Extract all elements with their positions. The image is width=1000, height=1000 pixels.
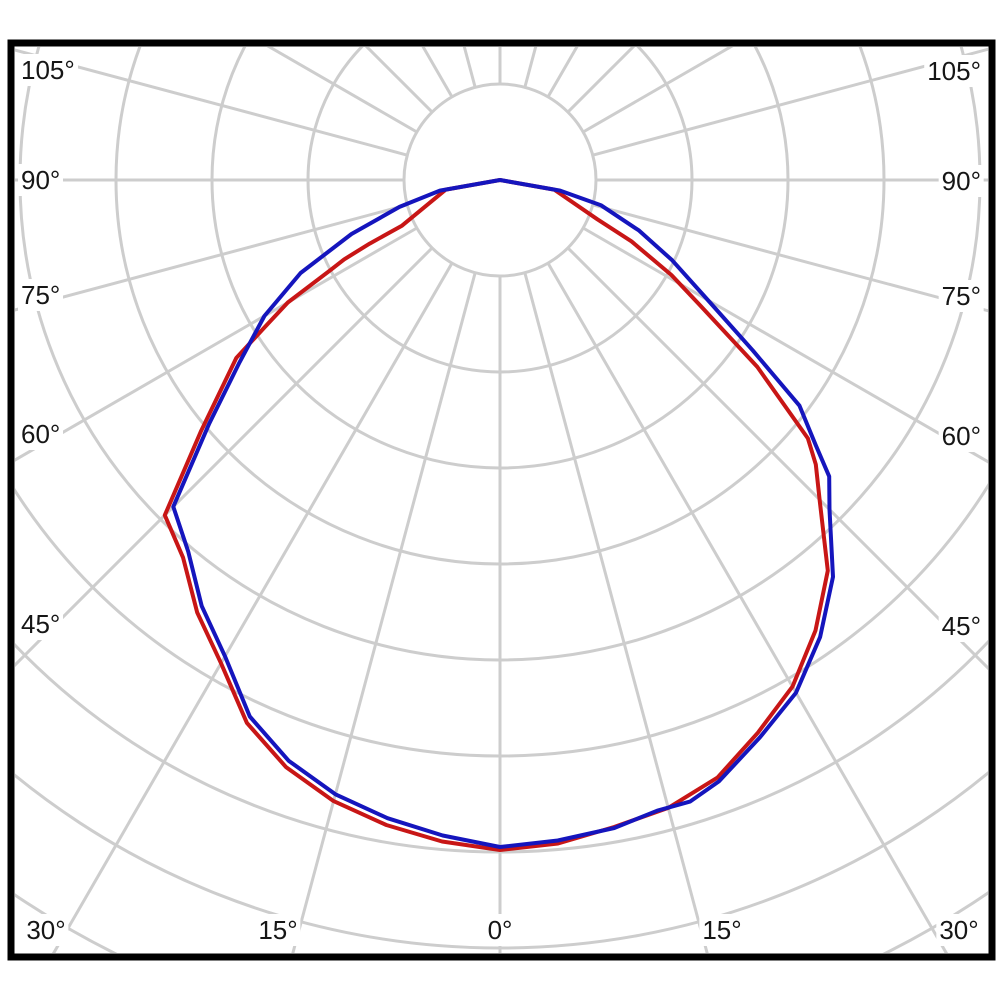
plot-frame [7,39,996,961]
angle-label: 45° [938,610,984,642]
grid-spoke [15,246,434,668]
grid-spoke [582,47,734,134]
grid-spoke [266,47,418,134]
grid-spoke [15,203,408,312]
angle-label: 105° [924,55,984,87]
intensity-curve-red [162,178,830,852]
grid-spoke [15,48,408,157]
grid-spoke [546,262,949,953]
angle-label: 60° [938,420,984,452]
angle-label: 75° [18,279,64,311]
angle-label: 15° [255,914,301,946]
grid-spoke [592,203,988,313]
grid-spoke [582,226,988,464]
angle-label: 15° [699,914,745,946]
grid-spoke [51,262,454,953]
grid-spoke [566,246,988,671]
intensity-curves [162,178,835,852]
angle-label: 60° [18,418,64,450]
intensity-curve-blue [171,178,835,849]
angle-label: 45° [18,608,64,640]
grid-spoke [291,272,477,953]
angle-label: 0° [484,914,516,946]
angle-label: 90° [18,164,64,196]
angle-label: 75° [938,280,984,312]
grid-spoke [546,47,579,98]
grid-spoke [523,272,709,953]
angle-label: 90° [938,165,984,197]
grid-spoke [421,47,454,98]
angle-label: 30° [23,914,69,946]
angle-label: 30° [936,914,982,946]
angle-label: 105° [18,54,78,86]
grid-spoke [592,47,988,157]
